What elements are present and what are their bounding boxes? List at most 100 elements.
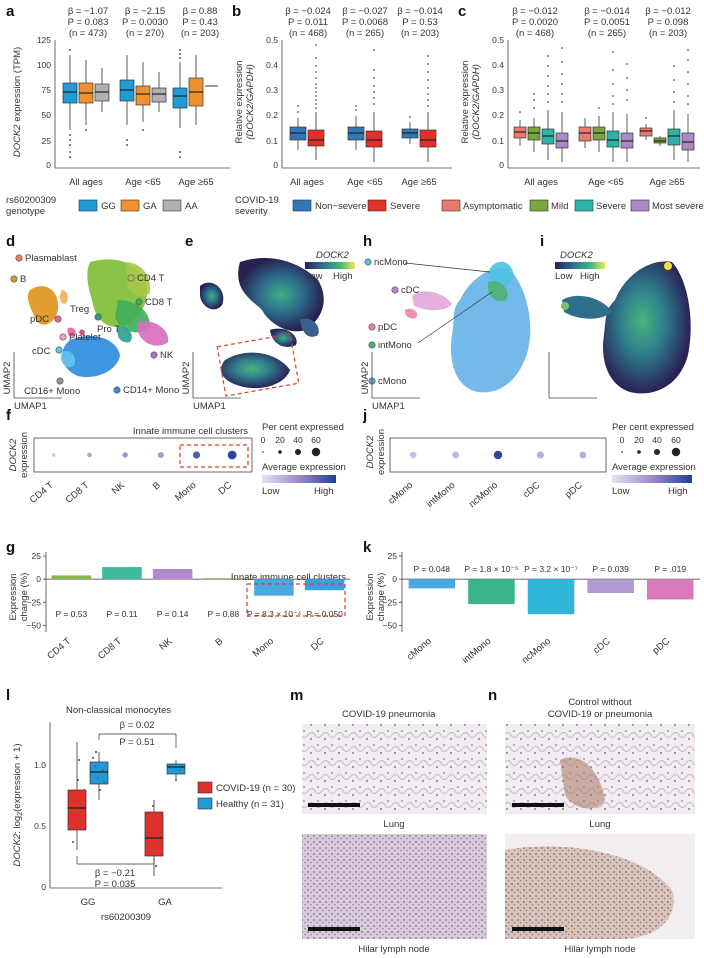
l-top-beta: β = 0.02 [120, 720, 155, 731]
d-label-nk: NK [160, 350, 174, 361]
panel-i: DOCK2 Low High [548, 250, 691, 399]
c-ylabel-1: Relative expression [460, 61, 471, 144]
k-pvalue-3: P = 0.039 [592, 564, 629, 574]
l-ylabel-sub: 2 [17, 812, 24, 816]
j-avg-colorbar [612, 475, 692, 483]
a-group-0: All ages [69, 177, 103, 188]
b-ylabel-1: Relative expression [234, 61, 245, 144]
i-colorbar [555, 262, 605, 269]
k-ylabel-2: change (%) [376, 573, 387, 622]
f-avg-low: Low [262, 486, 280, 497]
panel-m: COVID-19 pneumonia Lung Hilar lymph node [302, 709, 487, 955]
c-legend-mild: Mild [551, 201, 568, 212]
c-stat-beta-2: β = −0.012 [645, 6, 691, 17]
c-box-lt65-severe [606, 130, 620, 148]
n-title-1: Control without [568, 697, 632, 708]
panel-a: β = −1.07 P = 0.083 (n = 473) β = −2.15 … [6, 6, 230, 217]
a-stat-beta-1: β = −2.15 [125, 6, 165, 17]
k-ylabel-1: Expression [365, 574, 376, 621]
f-frame [33, 437, 253, 473]
a-ytick-1: 25 [42, 136, 52, 146]
j-pct-tick-0: 0 [620, 435, 625, 445]
l-group-gg: GG [81, 897, 96, 908]
d-label-cd14mono: CD14+ Mono [123, 385, 179, 396]
k-ytick-1: 0 [392, 574, 397, 584]
a-box-all-gg [62, 82, 78, 104]
j-pct-dot-1 [637, 450, 641, 454]
h-label-intmono: intMono [378, 340, 412, 351]
d-dot-pdc [54, 315, 62, 323]
g-xlabel-1: CD8 T [96, 636, 124, 662]
a-ytick-4: 100 [37, 60, 51, 70]
c-legend-swatch-severe [574, 199, 594, 212]
l-ylabel-gene: DOCK2 [12, 833, 23, 866]
l-bottom-p: P = 0.035 [95, 879, 136, 890]
g-bar-2 [152, 569, 193, 580]
l-ylabel-tail: (expression + 1) [12, 744, 23, 812]
h-cluster-intmono [487, 281, 508, 302]
m-lung-scalebar [308, 803, 360, 807]
k-bar-4 [647, 579, 694, 600]
b-ytick-1: 0.1 [266, 136, 278, 146]
k-xlabel-3: cDC [591, 636, 612, 656]
c-stat-p-0: P = 0.0020 [512, 17, 558, 28]
n-node-scalebar [512, 927, 564, 931]
n-lung-label: Lung [589, 819, 610, 830]
f-dot-3 [157, 451, 164, 459]
d-label-cd16mono: CD16+ Mono [24, 386, 80, 397]
panel-j: DOCK2 expression cMono intMono ncMono cDC pD… [365, 422, 696, 510]
d-dot-plasmablast [15, 254, 23, 262]
a-legend-aa: AA [185, 201, 198, 212]
l-box-gg-covid [67, 789, 87, 831]
f-xlabel-5: DC [217, 480, 235, 497]
f-dot-2 [122, 452, 128, 458]
a-legend-gg: GG [101, 201, 116, 212]
d-label-cd4t: CD4 T [137, 273, 164, 284]
m-lung-image [302, 724, 487, 814]
d-label-cd8t: CD8 T [145, 297, 172, 308]
panel-label-j: j [362, 407, 367, 424]
k-pvalue-1: P = 1.8 × 10⁻⁵ [464, 564, 518, 574]
n-lung-scalebar [512, 803, 564, 807]
l-ytick-1: 0.5 [34, 821, 46, 831]
g-ytick-1: 0 [36, 574, 41, 584]
d-dot-prot [94, 313, 102, 321]
f-pct-tick-1: 20 [275, 435, 285, 445]
d-dot-cdc [55, 346, 63, 354]
b-stat-beta-2: β = −0.014 [397, 6, 443, 17]
panel-label-k: k [363, 539, 372, 556]
b-stat-n-2: (n = 203) [401, 28, 439, 39]
a-stat-p-1: P = 0.0030 [122, 17, 168, 28]
f-ylabel-2: expression [19, 432, 30, 478]
f-pct-dot-1 [278, 450, 282, 454]
f-dot-0 [52, 453, 56, 457]
h-dot-cdc [391, 286, 399, 294]
b-ytick-0: 0 [273, 160, 278, 170]
b-group-0: All ages [290, 177, 324, 188]
f-avg-title: Average expression [262, 462, 346, 473]
c-ytick-5: 0.5 [492, 35, 504, 45]
a-legend-swatch-aa [162, 199, 182, 212]
l-legend-healthy: Healthy (n = 31) [216, 799, 284, 810]
l-bottom-beta: β = −0.21 [95, 868, 135, 879]
panel-f: DOCK2 expression Innate immune cell clus… [8, 422, 346, 506]
b-ytick-2: 0.2 [266, 110, 278, 120]
c-stat-n-2: (n = 203) [649, 28, 687, 39]
d-label-pdc: pDC [30, 314, 49, 325]
e-high: High [333, 271, 353, 282]
a-stat-p-2: P = 0.43 [182, 17, 217, 28]
l-box-ga-covid [144, 811, 164, 857]
panel-label-n: n [488, 687, 497, 704]
d-label-plasmablast: Plasmablast [25, 253, 77, 264]
l-top-p: P = 0.51 [119, 737, 154, 748]
d-label-platelet: Platelet [69, 332, 101, 343]
b-legend-severe: Severe [390, 201, 420, 212]
panel-label-a: a [6, 3, 15, 20]
c-stat-n-1: (n = 265) [588, 28, 626, 39]
h-yaxis-label: UMAP2 [360, 362, 371, 395]
g-yticks: 25 0 −25 −50 [27, 551, 350, 630]
d-dot-nk [150, 351, 158, 359]
b-legend-swatch-severe [367, 199, 387, 212]
a-legend-title-2: genotype [6, 206, 45, 217]
